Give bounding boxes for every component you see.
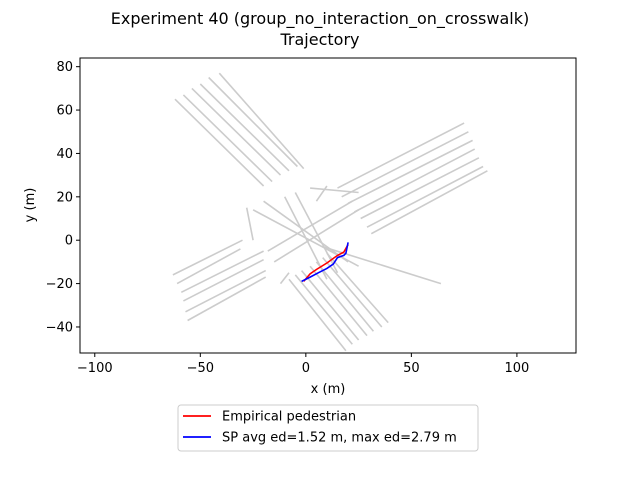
background-lane-17 (199, 83, 290, 172)
background-lane-24 (315, 261, 375, 332)
background-lane-30 (273, 209, 360, 263)
x-tick-label: 50 (403, 361, 420, 376)
background-lanes (172, 72, 488, 352)
background-lane-3 (183, 258, 264, 302)
background-lane-27 (263, 200, 349, 263)
background-lane-4 (185, 269, 267, 313)
background-lane-13 (370, 170, 488, 235)
background-lane-10 (354, 148, 476, 213)
y-tick-label: 80 (56, 60, 73, 75)
background-lane-31 (283, 196, 328, 280)
background-lane-35 (315, 185, 328, 202)
y-tick-label: −20 (46, 277, 73, 292)
series-line-1 (301, 242, 349, 283)
y-tick-label: −40 (46, 320, 73, 335)
background-lane-25 (322, 257, 383, 328)
background-lane-5 (187, 276, 267, 322)
legend-box (177, 404, 479, 452)
x-tick-label: 100 (504, 361, 529, 376)
background-lane-22 (300, 270, 360, 341)
x-tick-label: −100 (77, 361, 113, 376)
chart-subtitle: Trajectory (280, 30, 360, 49)
legend: Empirical pedestrian SP avg ed=1.52 m, ma… (177, 404, 479, 452)
background-lane-1 (176, 248, 241, 285)
trajectory-series (301, 242, 349, 283)
background-lane-2 (180, 250, 264, 294)
background-lane-9 (347, 139, 473, 205)
chart-title: Experiment 40 (group_no_interaction_on_c… (111, 9, 529, 29)
background-lane-19 (218, 72, 305, 170)
plot-frame (79, 57, 577, 354)
x-axis-label: x (m) (311, 382, 346, 397)
background-lane-14 (174, 98, 265, 187)
background-lane-33 (245, 207, 254, 241)
background-lane-34 (310, 187, 359, 194)
y-axis-ticks: −40 −20 0 20 40 60 80 (46, 60, 80, 335)
y-tick-label: 20 (56, 190, 73, 205)
x-tick-label: 0 (302, 361, 310, 376)
series-line-0 (303, 244, 349, 282)
y-tick-label: 0 (65, 234, 73, 249)
x-tick-label: −50 (187, 361, 214, 376)
background-lane-21 (294, 274, 353, 345)
background-lane-11 (360, 157, 480, 220)
background-lane-18 (208, 76, 298, 168)
background-lane-12 (366, 165, 484, 228)
background-lane-26 (326, 252, 389, 324)
y-tick-label: 40 (56, 147, 73, 162)
background-lane-7 (337, 122, 465, 189)
legend-label-1: SP avg ed=1.52 m, max ed=2.79 m (222, 431, 457, 446)
background-lane-29 (267, 200, 353, 252)
legend-label-0: Empirical pedestrian (222, 410, 356, 425)
background-lane-32 (294, 192, 339, 274)
background-lane-0 (172, 239, 243, 276)
y-axis-label: y (m) (23, 188, 38, 223)
background-lane-20 (288, 278, 347, 352)
x-axis-ticks: −100 −50 0 50 100 (77, 353, 529, 376)
background-lane-8 (341, 131, 469, 198)
background-lane-15 (182, 94, 273, 183)
background-lane-36 (279, 272, 290, 285)
y-tick-label: 60 (56, 104, 73, 119)
background-lane-16 (191, 87, 282, 176)
background-lane-23 (309, 265, 368, 337)
